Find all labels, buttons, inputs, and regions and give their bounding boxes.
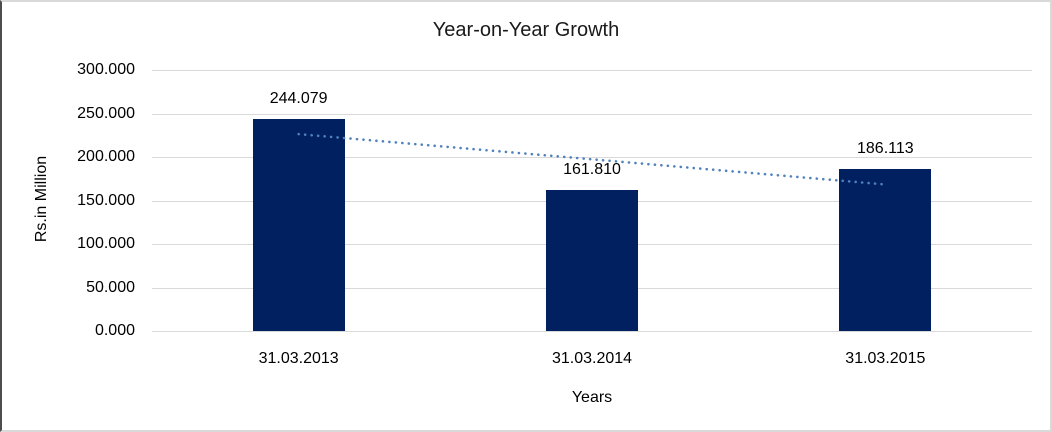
bar-2014 bbox=[546, 190, 638, 331]
y-tick-label: 250.000 bbox=[77, 104, 135, 122]
x-category-label: 31.03.2015 bbox=[845, 350, 926, 367]
y-tick-label: 150.000 bbox=[77, 191, 135, 209]
data-label: 186.113 bbox=[857, 140, 914, 158]
y-tick-label: 300.000 bbox=[77, 61, 135, 78]
gridline bbox=[152, 331, 1032, 332]
bar-2015 bbox=[839, 169, 932, 331]
y-tick-label: 100.000 bbox=[77, 235, 135, 252]
x-axis-title: Years bbox=[571, 389, 613, 406]
x-category-label: 31.03.2014 bbox=[551, 350, 633, 367]
chart-title: Year-on-Year Growth bbox=[432, 19, 620, 41]
gridline bbox=[152, 113, 1032, 115]
x-category-label: 31.03.2013 bbox=[258, 350, 339, 367]
y-tick-label: 0.000 bbox=[94, 322, 135, 339]
bar-2013 bbox=[252, 118, 345, 331]
data-label: 244.079 bbox=[269, 89, 328, 107]
y-tick-label: 200.000 bbox=[77, 148, 135, 165]
y-tick-label: 50.000 bbox=[86, 278, 135, 296]
data-label: 161.810 bbox=[563, 161, 621, 179]
gridline bbox=[152, 70, 1032, 71]
